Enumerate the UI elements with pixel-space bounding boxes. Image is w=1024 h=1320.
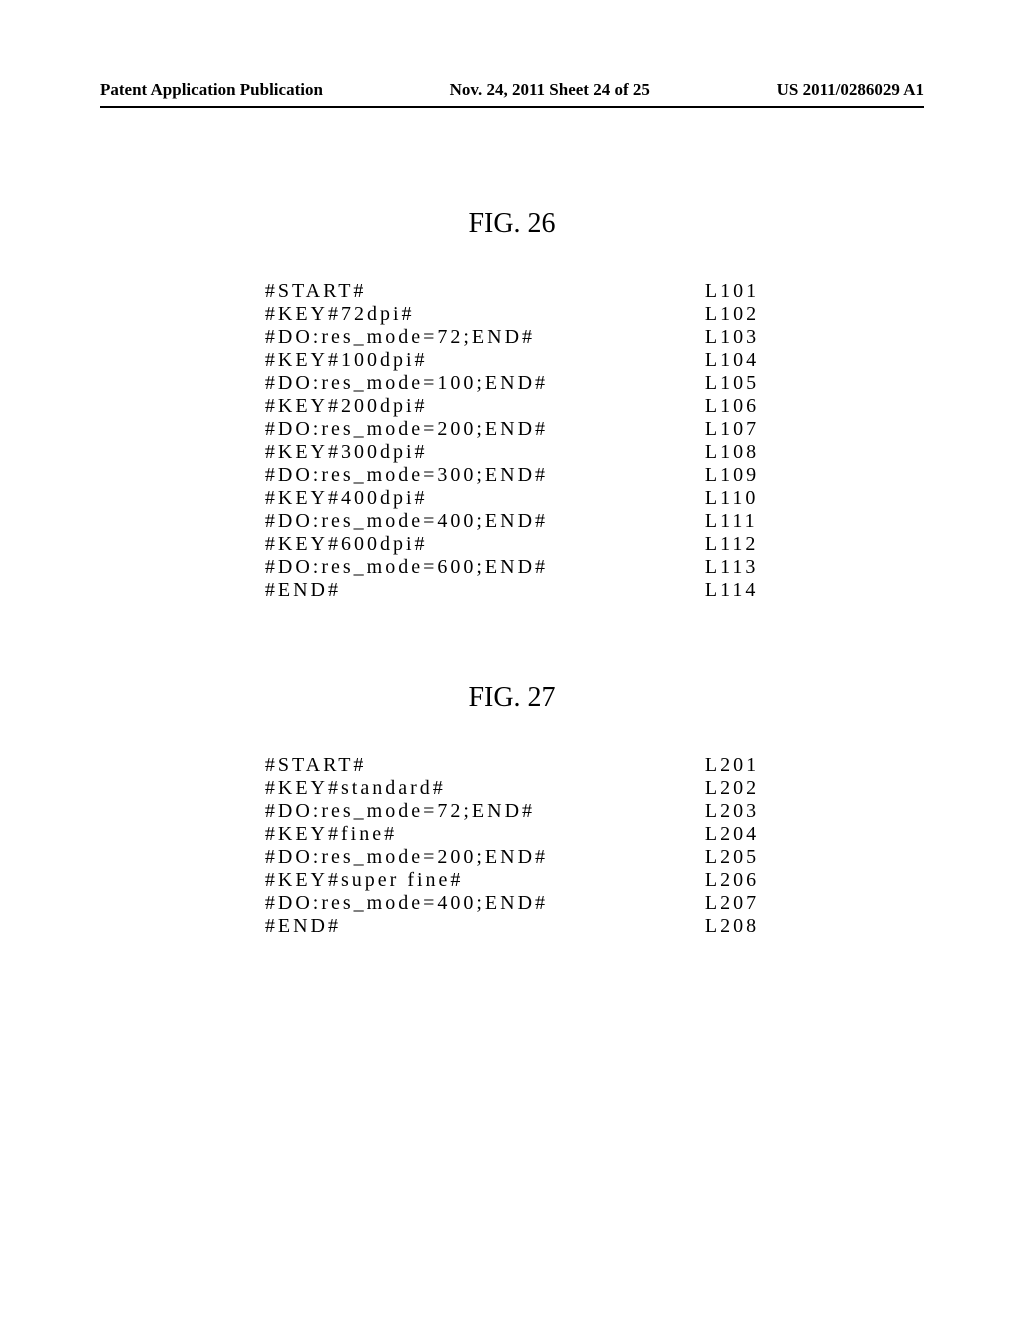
figure-26-line-label: L110 <box>705 487 759 510</box>
figure-26-line-label: L112 <box>705 533 759 556</box>
figure-27-code: #START# <box>265 754 705 777</box>
figure-26-row: #DO:res_mode=600;END#L113 <box>265 556 759 579</box>
figure-27-code: #KEY#super fine# <box>265 869 705 892</box>
figure-26-line-label: L109 <box>705 464 759 487</box>
figure-26-code: #DO:res_mode=600;END# <box>265 556 705 579</box>
figure-26-line-label: L102 <box>705 303 759 326</box>
figure-26-code: #KEY#600dpi# <box>265 533 705 556</box>
figure-26-line-label: L101 <box>705 280 759 303</box>
figure-26-code: #DO:res_mode=300;END# <box>265 464 705 487</box>
figure-26-line-label: L107 <box>705 418 759 441</box>
figure-27-title: FIG. 27 <box>100 682 924 714</box>
figure-26-code: #DO:res_mode=200;END# <box>265 418 705 441</box>
figure-27-code: #END# <box>265 915 705 938</box>
figure-26-row: #DO:res_mode=300;END#L109 <box>265 464 759 487</box>
figure-27-row: #KEY#super fine#L206 <box>265 869 759 892</box>
figure-27-code: #KEY#fine# <box>265 823 705 846</box>
figure-27-line-label: L207 <box>705 892 759 915</box>
header-center: Nov. 24, 2011 Sheet 24 of 25 <box>450 80 650 100</box>
figure-27-row: #DO:res_mode=200;END#L205 <box>265 846 759 869</box>
figure-gap <box>100 602 924 682</box>
figure-26-code: #KEY#72dpi# <box>265 303 705 326</box>
figure-27-table: #START#L201#KEY#standard#L202#DO:res_mod… <box>265 754 759 938</box>
figure-26-line-label: L103 <box>705 326 759 349</box>
figure-26-row: #START#L101 <box>265 280 759 303</box>
figure-27-row: #KEY#fine#L204 <box>265 823 759 846</box>
figure-26-row: #DO:res_mode=72;END#L103 <box>265 326 759 349</box>
figure-27-line-label: L205 <box>705 846 759 869</box>
figure-27-line-label: L201 <box>705 754 759 777</box>
figure-26-line-label: L111 <box>705 510 759 533</box>
figure-26-row: #DO:res_mode=100;END#L105 <box>265 372 759 395</box>
figure-27-code: #DO:res_mode=72;END# <box>265 800 705 823</box>
figure-26-line-label: L105 <box>705 372 759 395</box>
page-header: Patent Application Publication Nov. 24, … <box>100 80 924 108</box>
figure-26-row: #KEY#72dpi#L102 <box>265 303 759 326</box>
figure-26-line-label: L114 <box>705 579 759 602</box>
header-left: Patent Application Publication <box>100 80 323 100</box>
figure-26-row: #KEY#600dpi#L112 <box>265 533 759 556</box>
figure-27-line-label: L203 <box>705 800 759 823</box>
figure-26-code: #START# <box>265 280 705 303</box>
figure-26-code: #END# <box>265 579 705 602</box>
figure-26-line-label: L108 <box>705 441 759 464</box>
figure-26-row: #KEY#200dpi#L106 <box>265 395 759 418</box>
figure-27-line-label: L206 <box>705 869 759 892</box>
figure-26-title: FIG. 26 <box>100 208 924 240</box>
figure-26-code: #KEY#200dpi# <box>265 395 705 418</box>
figure-26-row: #KEY#400dpi#L110 <box>265 487 759 510</box>
figure-27-row: #KEY#standard#L202 <box>265 777 759 800</box>
figure-27-line-label: L202 <box>705 777 759 800</box>
figure-27-row: #START#L201 <box>265 754 759 777</box>
figure-26-line-label: L106 <box>705 395 759 418</box>
figure-26-row: #DO:res_mode=200;END#L107 <box>265 418 759 441</box>
figure-27-code: #DO:res_mode=400;END# <box>265 892 705 915</box>
figure-27-line-label: L208 <box>705 915 759 938</box>
figure-27-row: #DO:res_mode=400;END#L207 <box>265 892 759 915</box>
figure-26-code: #DO:res_mode=100;END# <box>265 372 705 395</box>
figure-26-code: #KEY#300dpi# <box>265 441 705 464</box>
figure-27-code: #KEY#standard# <box>265 777 705 800</box>
figure-27-row: #END#L208 <box>265 915 759 938</box>
figure-26: FIG. 26 #START#L101#KEY#72dpi#L102#DO:re… <box>100 208 924 602</box>
figure-26-row: #DO:res_mode=400;END#L111 <box>265 510 759 533</box>
figure-26-row: #END#L114 <box>265 579 759 602</box>
figure-27-code: #DO:res_mode=200;END# <box>265 846 705 869</box>
figure-27-row: #DO:res_mode=72;END#L203 <box>265 800 759 823</box>
figure-26-code: #DO:res_mode=72;END# <box>265 326 705 349</box>
figure-26-row: #KEY#100dpi#L104 <box>265 349 759 372</box>
figure-26-code: #KEY#100dpi# <box>265 349 705 372</box>
figure-26-line-label: L104 <box>705 349 759 372</box>
figure-26-code: #KEY#400dpi# <box>265 487 705 510</box>
figure-27: FIG. 27 #START#L201#KEY#standard#L202#DO… <box>100 682 924 938</box>
figure-26-line-label: L113 <box>705 556 759 579</box>
figure-26-table: #START#L101#KEY#72dpi#L102#DO:res_mode=7… <box>265 280 759 602</box>
figure-27-line-label: L204 <box>705 823 759 846</box>
figure-26-code: #DO:res_mode=400;END# <box>265 510 705 533</box>
page: Patent Application Publication Nov. 24, … <box>0 0 1024 1320</box>
figure-26-row: #KEY#300dpi#L108 <box>265 441 759 464</box>
header-right: US 2011/0286029 A1 <box>777 80 924 100</box>
